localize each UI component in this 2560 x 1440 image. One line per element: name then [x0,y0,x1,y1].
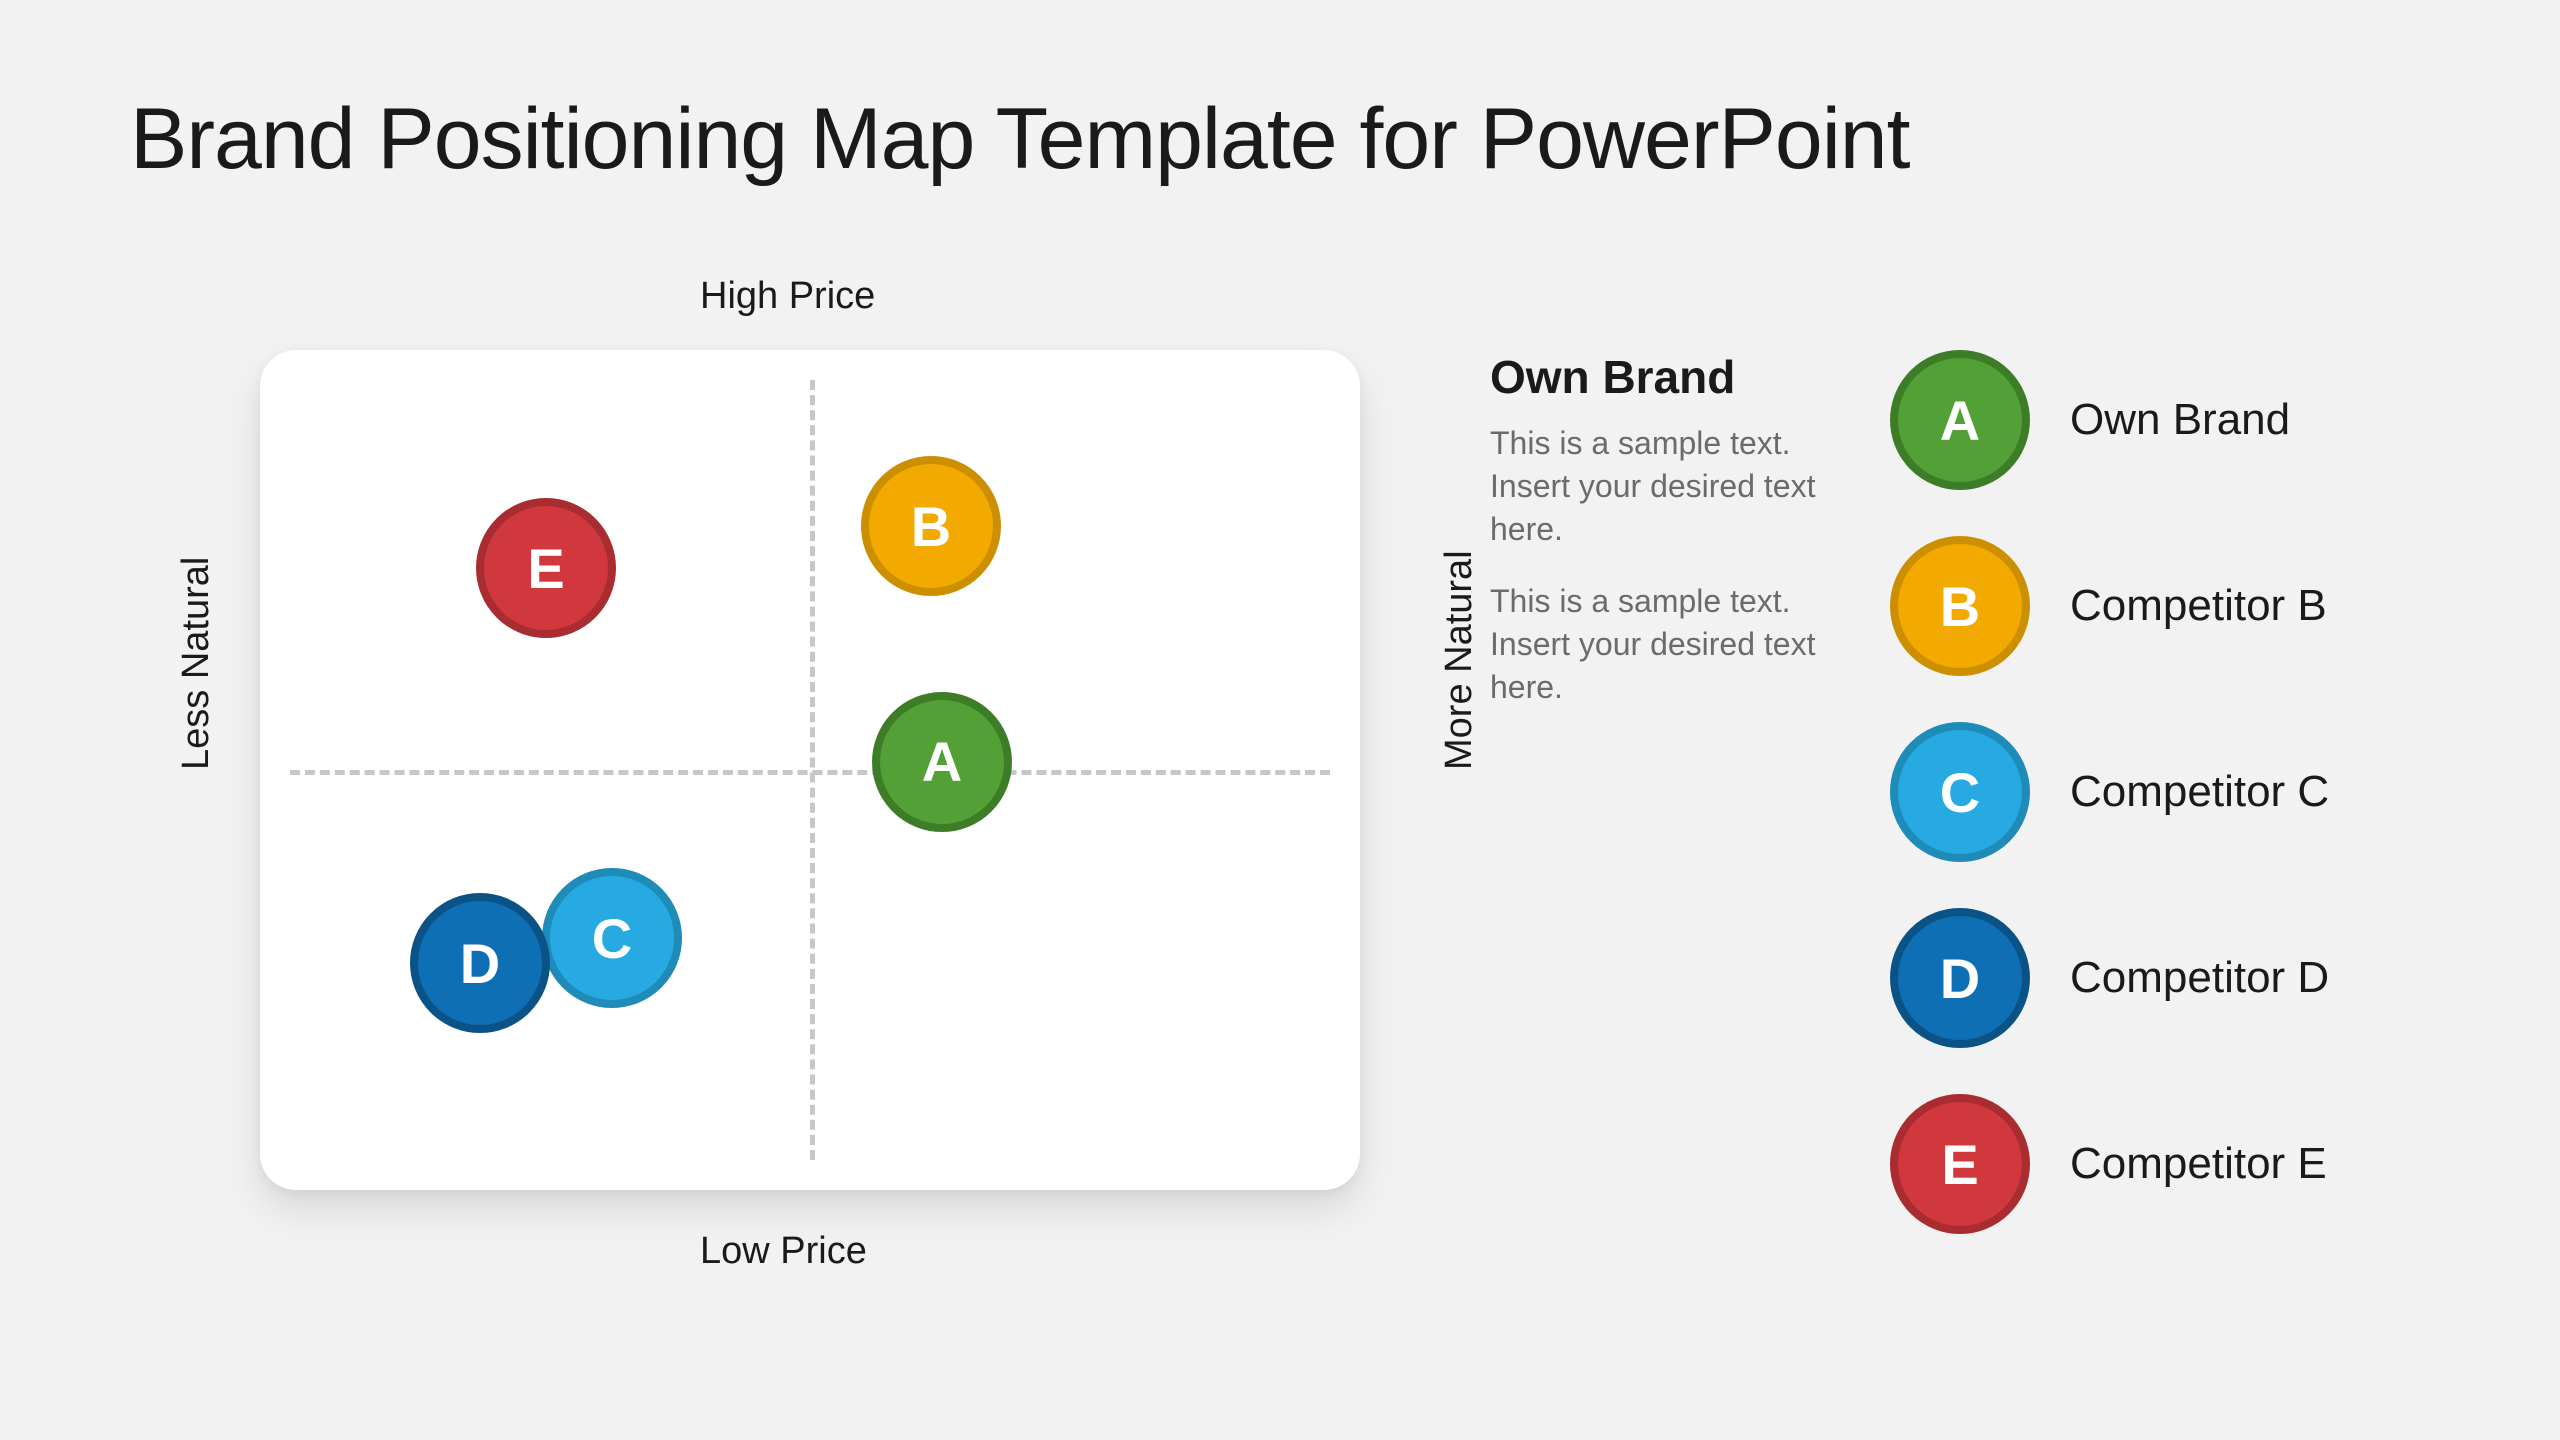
legend: A Own Brand B Competitor B C Competitor C D Com… [1890,350,2329,1280]
axis-label-bottom: Low Price [700,1230,867,1273]
axis-label-left: Less Natural [175,557,218,770]
legend-label: Own Brand [2070,395,2290,445]
legend-label: Competitor D [2070,953,2329,1003]
quadrant-chart: AB CD E [260,350,1360,1190]
description-paragraph: This is a sample text. Insert your desir… [1490,422,1850,552]
axis-label-top: High Price [700,275,875,318]
page-title: Brand Positioning Map Template for Power… [130,90,1910,189]
description-heading: Own Brand [1490,350,1850,404]
legend-marker-d: D [1890,908,2030,1048]
legend-label: Competitor B [2070,581,2327,631]
legend-marker-a: A [1890,350,2030,490]
legend-row-a: A Own Brand [1890,350,2329,490]
data-point-d: D [410,893,550,1033]
data-point-b: B [861,456,1001,596]
legend-marker-e: E [1890,1094,2030,1234]
legend-row-e: E Competitor E [1890,1094,2329,1234]
legend-row-d: D Competitor D [1890,908,2329,1048]
axis-label-right: More Natural [1438,550,1481,770]
legend-row-c: C Competitor C [1890,722,2329,862]
description-paragraph: This is a sample text. Insert your desir… [1490,580,1850,710]
legend-label: Competitor E [2070,1139,2327,1189]
legend-marker-b: B [1890,536,2030,676]
axis-vertical-line [810,380,815,1160]
data-point-c: C [542,868,682,1008]
legend-row-b: B Competitor B [1890,536,2329,676]
data-point-e: E [476,498,616,638]
legend-marker-c: C [1890,722,2030,862]
legend-label: Competitor C [2070,767,2329,817]
slide: Brand Positioning Map Template for Power… [0,0,2560,1440]
data-point-a: A [872,692,1012,832]
description-block: Own Brand This is a sample text. Insert … [1490,350,1850,737]
